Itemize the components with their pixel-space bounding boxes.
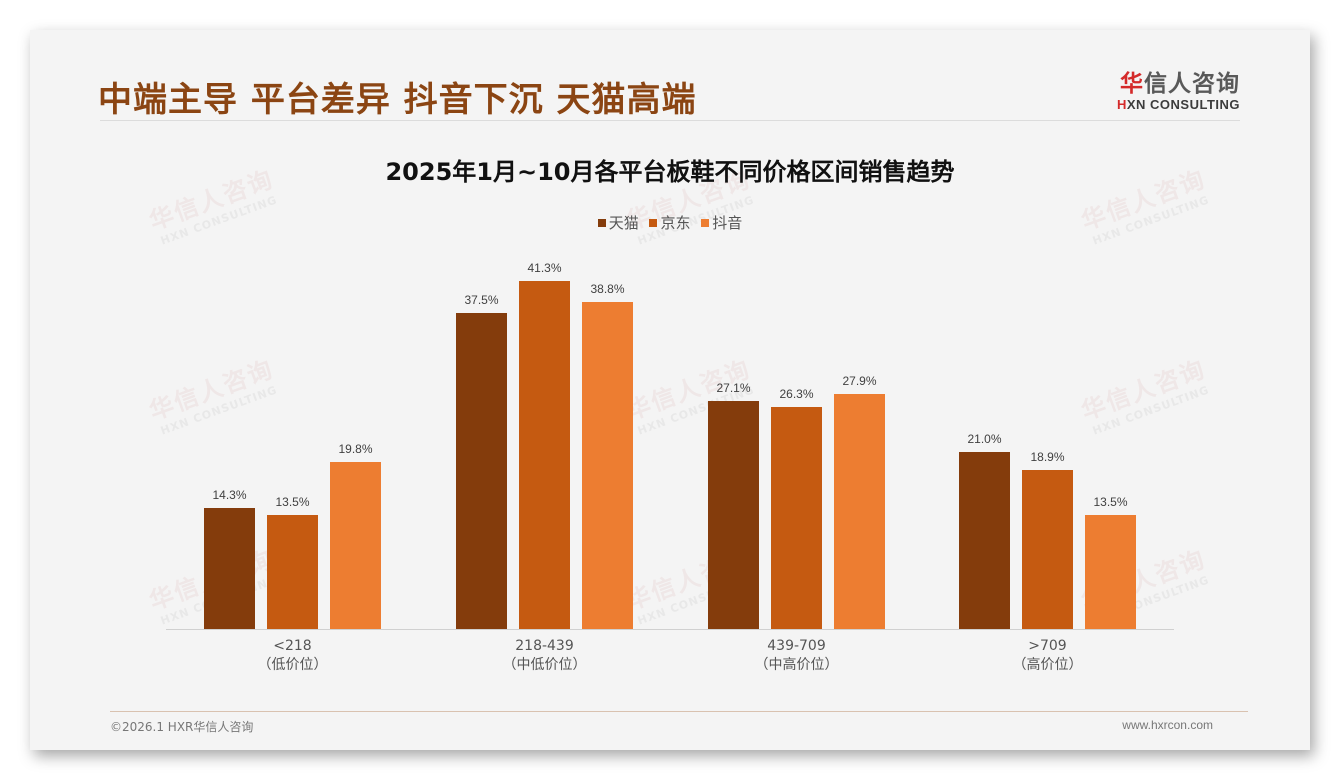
legend-swatch <box>701 218 710 227</box>
category-tier: （中高价位） <box>754 657 839 673</box>
data-label: 13.5% <box>275 495 310 510</box>
bar-jd <box>771 407 822 629</box>
bar-tmall <box>204 508 255 629</box>
header-divider <box>100 120 1240 121</box>
bar-douyin <box>330 462 381 629</box>
x-axis-line <box>166 629 1174 630</box>
footer-divider <box>110 711 1248 712</box>
x-axis-category-label: <218 （低价位） <box>193 637 393 675</box>
data-label: 19.8% <box>338 442 373 457</box>
data-label: 37.5% <box>464 292 499 307</box>
data-label: 38.8% <box>590 281 625 296</box>
slide: 华信人咨询 HXN CONSULTING 华信人咨询 HXN CONSULTING … <box>30 30 1310 750</box>
x-axis-category-label: 218-439 （中低价位） <box>445 637 645 675</box>
chart-title: 2025年1月~10月各平台板鞋不同价格区间销售趋势 <box>385 158 955 186</box>
category-range: <218 <box>273 638 312 654</box>
category-tier: （低价位） <box>257 657 328 673</box>
data-label: 27.9% <box>842 373 877 388</box>
brand-logo: 华信人咨询 HXN CONSULTING <box>1117 64 1240 112</box>
data-label: 41.3% <box>527 260 562 275</box>
bar-chart: 14.3% 37.5% 27.1% 21.0% 13.5% 41.3% 26.3% 18.9%… <box>30 30 1310 750</box>
data-label: 14.3% <box>212 488 247 503</box>
bar-douyin <box>1085 515 1136 629</box>
footer-website: www.hxrcon.com <box>1122 718 1213 732</box>
category-range: 218-439 <box>515 638 574 654</box>
logo-en: HXN CONSULTING <box>1116 97 1240 112</box>
data-label: 18.9% <box>1030 449 1065 464</box>
bar-tmall <box>959 451 1010 629</box>
x-axis-category-label: >709 （高价位） <box>948 637 1148 675</box>
bar-tmall <box>456 312 507 629</box>
data-label: 13.5% <box>1093 495 1128 510</box>
bar-jd <box>519 280 570 629</box>
category-tier: （中低价位） <box>502 657 587 673</box>
bar-tmall <box>708 400 759 629</box>
category-tier: （高价位） <box>1012 657 1083 673</box>
logo-cn: 华信人咨询 <box>1120 71 1240 97</box>
legend-swatch <box>649 218 658 227</box>
data-label: 27.1% <box>716 380 751 395</box>
bar-jd <box>1022 469 1073 629</box>
chart-legend: 天猫 京东 抖音 <box>30 212 1310 233</box>
category-range: 439-709 <box>767 638 826 654</box>
page-headline: 中端主导 平台差异 抖音下沉 天猫高端 <box>98 80 697 120</box>
legend-item-douyin: 抖音 <box>701 212 742 233</box>
bar-douyin <box>834 393 885 629</box>
category-range: >709 <box>1028 638 1067 654</box>
bar-jd <box>267 515 318 629</box>
x-axis-category-label: 439-709 （中高价位） <box>697 637 897 675</box>
data-label: 21.0% <box>967 431 1002 446</box>
legend-swatch <box>597 218 606 227</box>
footer-copyright: ©2026.1 HXR华信人咨询 <box>110 720 254 734</box>
legend-item-tmall: 天猫 <box>597 212 639 233</box>
data-label: 26.3% <box>779 387 814 402</box>
legend-item-jd: 京东 <box>649 212 691 233</box>
bar-douyin <box>582 301 633 629</box>
